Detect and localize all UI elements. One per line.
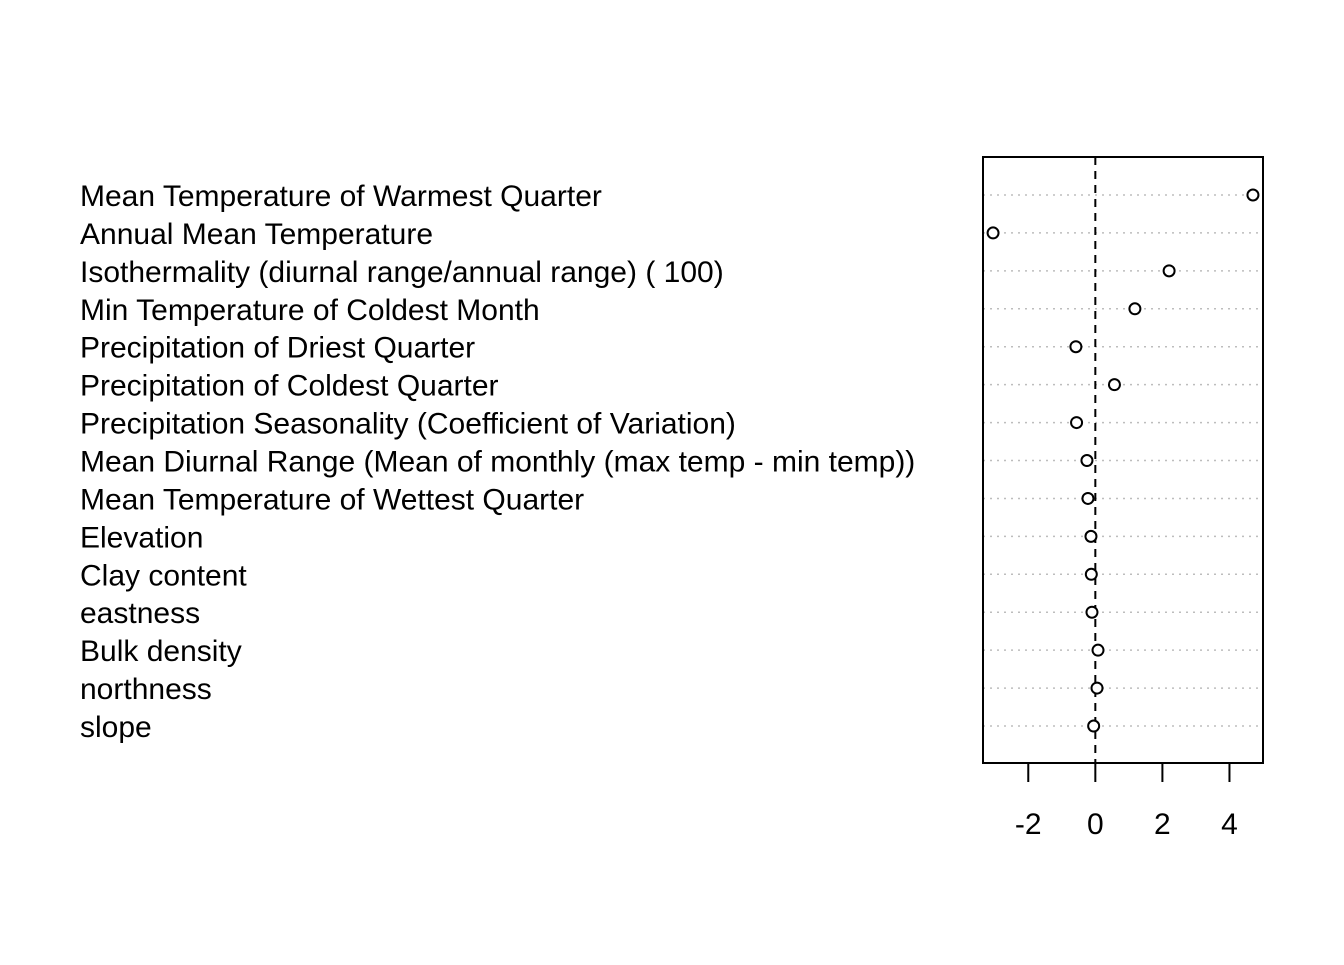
x-axis: -2 0 2 4: [1015, 762, 1238, 841]
data-point: [1084, 529, 1098, 543]
variable-label: Mean Temperature of Wettest Quarter: [80, 483, 584, 516]
variable-label: northness: [80, 673, 212, 706]
x-tick-label: -2: [1015, 808, 1042, 841]
variable-label: Mean Temperature of Warmest Quarter: [80, 180, 602, 213]
variable-labels: Mean Temperature of Warmest Quarter Annua…: [80, 180, 915, 744]
variable-label: Clay content: [80, 559, 247, 592]
variable-label: Isothermality (diurnal range/annual rang…: [80, 256, 724, 289]
variable-label: Bulk density: [80, 635, 242, 668]
variable-label: Annual Mean Temperature: [80, 218, 433, 251]
variable-label: slope: [80, 711, 152, 744]
data-point: [986, 226, 1000, 240]
data-point: [1162, 264, 1176, 278]
variable-label: Precipitation Seasonality (Coefficient o…: [80, 408, 736, 441]
data-point: [1081, 491, 1095, 505]
data-point: [1080, 454, 1094, 468]
x-tick-label: 2: [1154, 808, 1171, 841]
variable-label: Precipitation of Coldest Quarter: [80, 370, 499, 403]
data-point: [1107, 378, 1121, 392]
data-point: [1090, 681, 1104, 695]
data-point: [1087, 719, 1101, 733]
x-tick-label: 4: [1221, 808, 1238, 841]
variable-label: Min Temperature of Coldest Month: [80, 294, 540, 327]
data-point: [1128, 302, 1142, 316]
variable-label: Elevation: [80, 521, 203, 554]
x-tick-label: 0: [1087, 808, 1104, 841]
data-point: [1069, 340, 1083, 354]
data-points: [986, 188, 1260, 733]
data-point: [1084, 567, 1098, 581]
variable-label: Precipitation of Driest Quarter: [80, 332, 475, 365]
data-point: [1091, 643, 1105, 657]
variable-label: eastness: [80, 597, 200, 630]
variable-label: Mean Diurnal Range (Mean of monthly (max…: [80, 446, 915, 479]
data-point: [1246, 188, 1260, 202]
data-point: [1070, 416, 1084, 430]
data-point: [1085, 605, 1099, 619]
grid-lines: [983, 194, 1263, 727]
